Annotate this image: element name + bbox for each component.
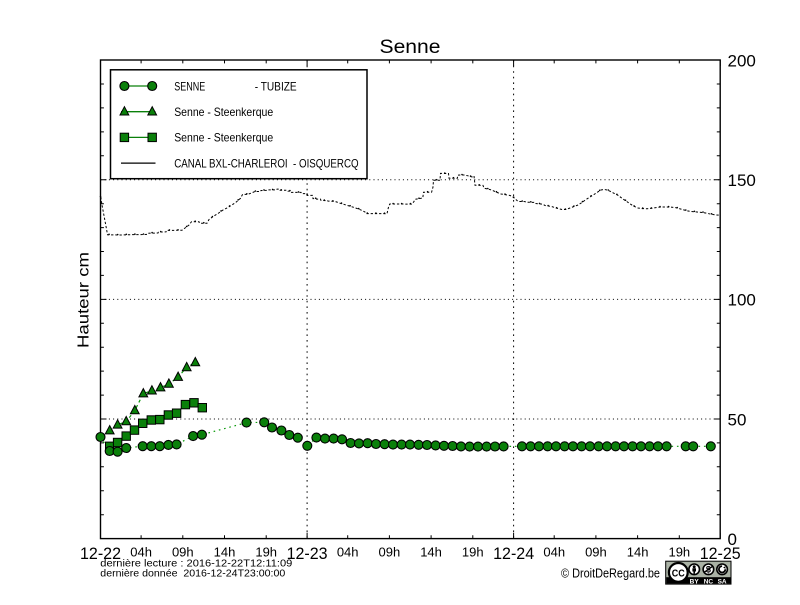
svg-text:SA: SA [718, 578, 727, 585]
svg-text:19h: 19h [255, 545, 277, 560]
svg-text:09h: 09h [379, 545, 401, 560]
svg-text:Hauteur cm: Hauteur cm [76, 252, 93, 348]
svg-text:19h: 19h [462, 545, 484, 560]
svg-text:150: 150 [728, 171, 756, 190]
svg-text:50: 50 [728, 410, 747, 429]
svg-text:12-23: 12-23 [287, 544, 328, 563]
svg-text:14h: 14h [627, 545, 649, 560]
svg-text:Senne: Senne [380, 37, 441, 58]
svg-text:dernière lecture : 2016-12-22T: dernière lecture : 2016-12-22T12:11:09 [100, 559, 292, 570]
svg-text:dernière donnée 2016-12-24T23: dernière donnée 2016-12-24T23:00:00 [100, 568, 285, 579]
svg-text:Senne - Steenkerque: Senne - Steenkerque [174, 131, 273, 145]
svg-text:12-25: 12-25 [700, 544, 741, 563]
svg-text:© DroitDeRegard.be: © DroitDeRegard.be [561, 566, 660, 581]
svg-text:- TUBIZE: - TUBIZE [255, 79, 297, 93]
svg-text:09h: 09h [172, 545, 194, 560]
svg-text:04h: 04h [337, 545, 359, 560]
svg-text:12-24: 12-24 [493, 544, 534, 563]
svg-text:14h: 14h [214, 545, 236, 560]
svg-text:14h: 14h [420, 545, 442, 560]
svg-text:19h: 19h [668, 545, 690, 560]
svg-text:12-22: 12-22 [80, 544, 121, 563]
svg-text:BY: BY [690, 578, 700, 585]
svg-text:04h: 04h [543, 545, 565, 560]
svg-text:CANAL BXL-CHARLEROI - OISQUER: CANAL BXL-CHARLEROI - OISQUERCQ [174, 156, 358, 170]
svg-text:09h: 09h [585, 545, 607, 560]
svg-text:SENNE: SENNE [174, 79, 205, 93]
svg-text:NC: NC [704, 578, 714, 585]
svg-text:Senne - Steenkerque: Senne - Steenkerque [174, 105, 273, 119]
svg-text:100: 100 [728, 291, 756, 310]
svg-text:04h: 04h [130, 545, 152, 560]
svg-text:CC: CC [672, 568, 685, 579]
svg-text:0: 0 [728, 530, 737, 549]
svg-text:200: 200 [728, 51, 756, 70]
